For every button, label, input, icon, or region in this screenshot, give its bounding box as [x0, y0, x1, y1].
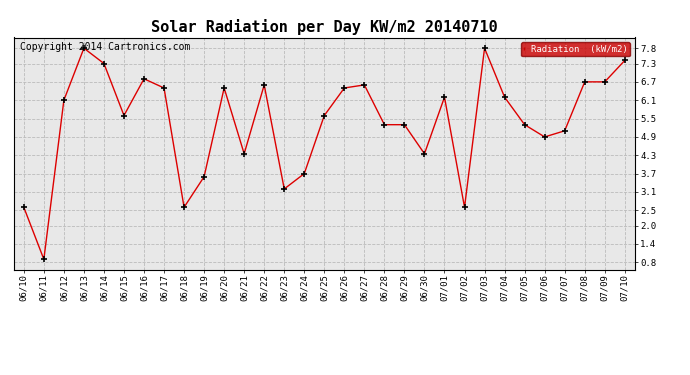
Legend: Radiation  (kW/m2): Radiation (kW/m2): [521, 42, 630, 56]
Title: Solar Radiation per Day KW/m2 20140710: Solar Radiation per Day KW/m2 20140710: [151, 19, 497, 35]
Text: Copyright 2014 Cartronics.com: Copyright 2014 Cartronics.com: [20, 42, 190, 52]
